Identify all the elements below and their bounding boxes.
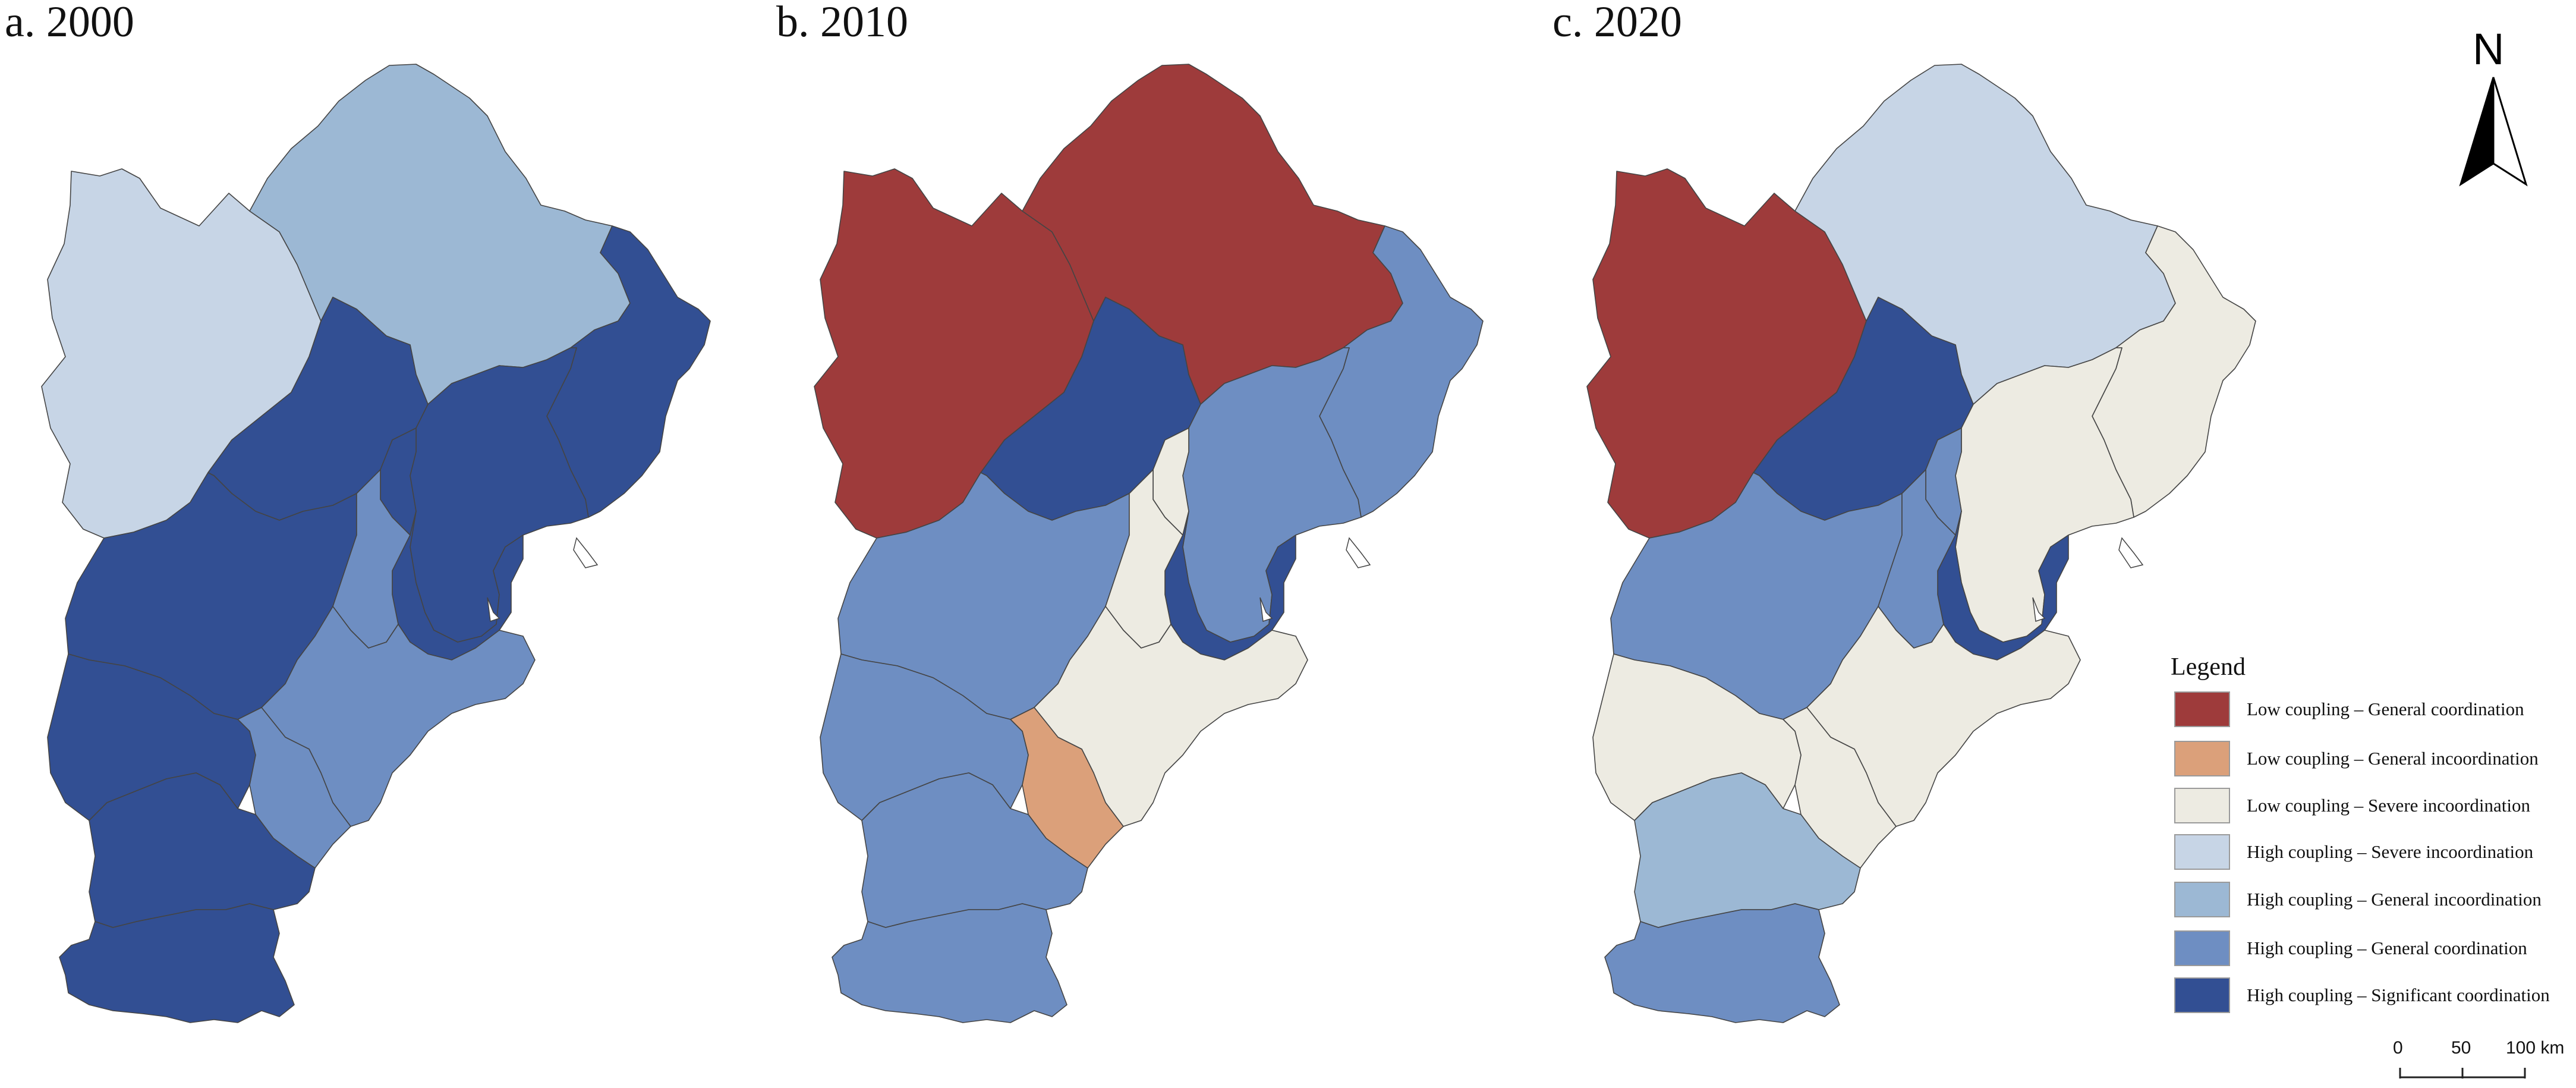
north-label: N: [2473, 24, 2505, 74]
legend-title: Legend: [2171, 653, 2246, 681]
panel-title-2000: a. 2000: [5, 0, 134, 46]
panel-title-2010: b. 2010: [776, 0, 908, 46]
north-arrow-icon: [2459, 77, 2528, 187]
legend-swatch: [2174, 741, 2230, 776]
legend-label: High coupling – General coordination: [2247, 938, 2527, 958]
scale-label-50: 50: [2451, 1038, 2471, 1058]
legend-label: Low coupling – Severe incoordination: [2247, 795, 2530, 816]
region-handan: [832, 903, 1067, 1023]
map-2010: [814, 64, 1484, 1023]
coastline-detail: [1259, 537, 1371, 622]
legend-swatch: [2174, 977, 2230, 1013]
region-handan: [59, 903, 295, 1023]
legend-swatch: [2174, 882, 2230, 917]
legend-swatch: [2174, 691, 2230, 727]
scale-bar: [2399, 1068, 2526, 1078]
map-2000: [41, 64, 711, 1023]
legend-item: High coupling – Significant coordination: [2174, 977, 2550, 1013]
legend-item: High coupling – General coordination: [2174, 930, 2527, 966]
legend-swatch: [2174, 788, 2230, 823]
legend-label: Low coupling – General coordination: [2247, 699, 2524, 719]
map-2020: [1586, 64, 2256, 1023]
coastline-detail: [2032, 537, 2144, 622]
region-qinhuangdao: [1319, 225, 1484, 518]
legend-item: High coupling – Severe incoordination: [2174, 834, 2533, 870]
legend-label: High coupling – Severe incoordination: [2247, 841, 2534, 862]
legend-item: High coupling – General incoordination: [2174, 882, 2542, 917]
region-handan: [1604, 903, 1840, 1023]
legend-item: Low coupling – General incoordination: [2174, 741, 2539, 776]
region-qinhuangdao: [546, 225, 711, 518]
legend-item: Low coupling – Severe incoordination: [2174, 788, 2530, 823]
legend-label: High coupling – General incoordination: [2247, 889, 2542, 910]
panel-title-2020: c. 2020: [1552, 0, 1682, 46]
coastline-detail: [487, 537, 599, 622]
region-qinhuangdao: [2092, 225, 2256, 518]
legend-label: Low coupling – General incoordination: [2247, 748, 2539, 769]
scale-label-100: 100 km: [2506, 1038, 2565, 1058]
scale-label-0: 0: [2393, 1038, 2403, 1058]
legend-label: High coupling – Significant coordination: [2247, 985, 2550, 1005]
legend-item: Low coupling – General coordination: [2174, 691, 2524, 727]
legend-swatch: [2174, 930, 2230, 966]
legend-swatch: [2174, 834, 2230, 870]
